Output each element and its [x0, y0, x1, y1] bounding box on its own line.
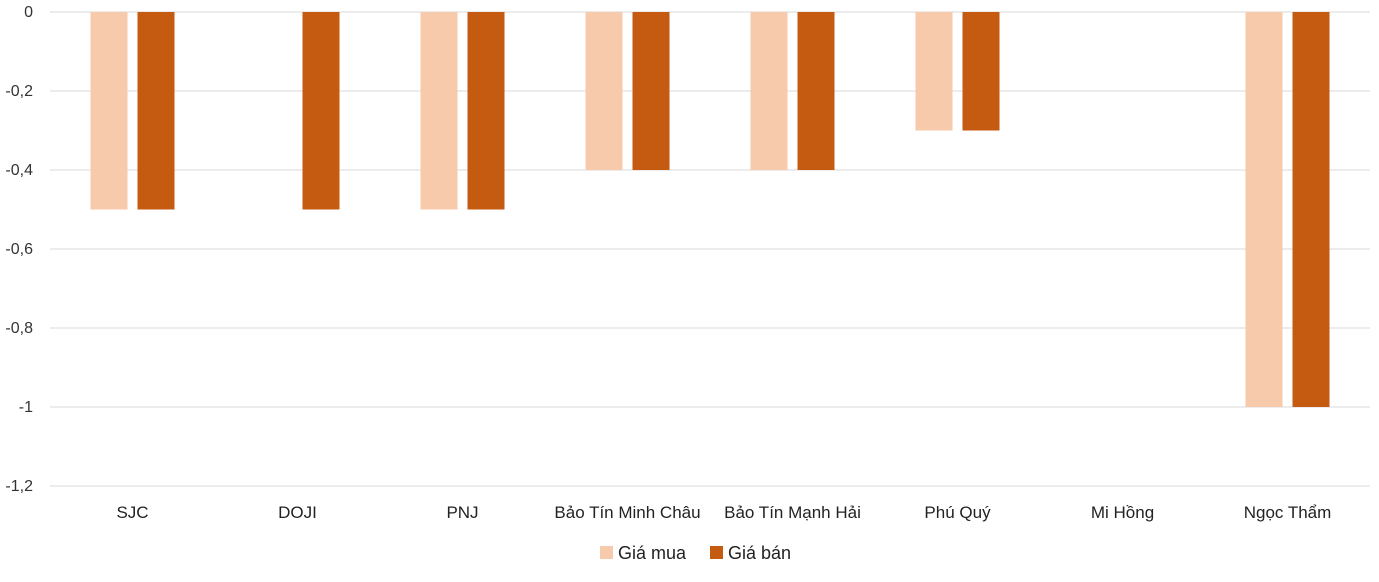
bars: [90, 12, 1330, 407]
y-tick-label: -0,6: [5, 241, 33, 258]
bar-gia-ban: [962, 12, 1000, 131]
y-tick-label: 0: [24, 4, 33, 21]
bar-gia-mua: [750, 12, 788, 170]
x-category-label: Mi Hồng: [1091, 503, 1154, 522]
bar-gia-mua: [420, 12, 458, 210]
legend-swatch: [600, 546, 613, 559]
bar-gia-mua: [90, 12, 128, 210]
y-tick-label: -0,2: [5, 83, 33, 100]
bar-gia-ban: [137, 12, 175, 210]
x-axis-category-labels: SJC DOJI PNJ Bảo Tín Minh Châu Bảo Tín Mạnh …: [116, 503, 1331, 522]
legend-label: Giá mua: [618, 543, 687, 563]
legend-swatch: [710, 546, 723, 559]
legend-label: Giá bán: [728, 543, 791, 563]
x-category-label: Bảo Tín Mạnh Hải: [724, 503, 861, 522]
y-tick-label: -1: [19, 399, 33, 416]
gridlines: [50, 11, 1370, 487]
bar-gia-ban: [1292, 12, 1330, 407]
bar-gia-ban: [302, 12, 340, 210]
x-category-label: Bảo Tín Minh Châu: [554, 503, 700, 522]
y-axis-tick-labels: 0 -0,2 -0,4 -0,6 -0,8 -1 -1,2: [5, 4, 33, 495]
bar-gia-ban: [467, 12, 505, 210]
legend: Giá mua Giá bán: [600, 543, 791, 563]
x-category-label: DOJI: [278, 503, 317, 522]
bar-gia-ban: [632, 12, 670, 170]
y-tick-label: -0,8: [5, 320, 33, 337]
x-category-label: SJC: [116, 503, 148, 522]
bar-gia-mua: [915, 12, 953, 131]
x-category-label: PNJ: [446, 503, 478, 522]
x-category-label: Phú Quý: [924, 503, 991, 522]
x-category-label: Ngọc Thẩm: [1244, 503, 1332, 522]
bar-gia-mua: [585, 12, 623, 170]
y-tick-label: -1,2: [5, 478, 33, 495]
bar-gia-mua: [1245, 12, 1283, 407]
y-tick-label: -0,4: [5, 162, 33, 179]
bar-gia-ban: [797, 12, 835, 170]
